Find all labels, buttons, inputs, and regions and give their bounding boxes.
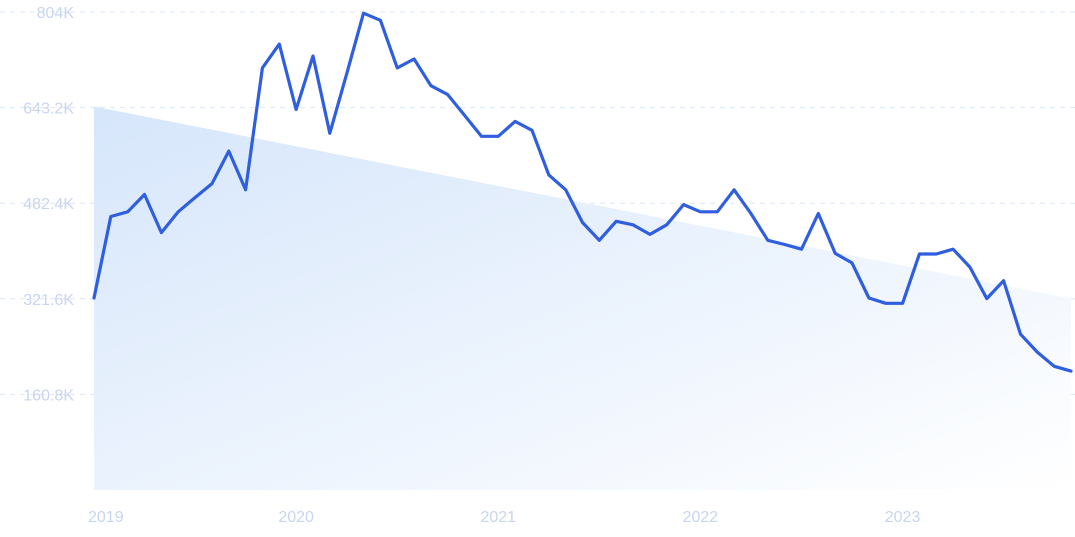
x-tick-label: 2019 xyxy=(88,509,124,526)
trend-area-shape xyxy=(94,106,1071,491)
x-axis-tick-labels: 2019 2020 2021 2022 2023 xyxy=(88,509,920,526)
y-tick-label: 643.2K xyxy=(23,101,74,118)
y-tick-label: 321.6K xyxy=(23,292,74,309)
y-tick-label: 160.8K xyxy=(23,387,74,404)
x-tick-label: 2023 xyxy=(885,509,921,526)
y-axis-tick-labels: 160.8K 321.6K 482.4K 643.2K 804K xyxy=(23,5,74,404)
y-tick-label: 804K xyxy=(37,5,75,22)
series-layer xyxy=(92,11,1073,373)
x-tick-label: 2020 xyxy=(278,509,314,526)
trend-area xyxy=(94,106,1071,491)
x-tick-label: 2022 xyxy=(683,509,719,526)
x-tick-label: 2021 xyxy=(480,509,516,526)
y-tick-label: 482.4K xyxy=(23,196,74,213)
